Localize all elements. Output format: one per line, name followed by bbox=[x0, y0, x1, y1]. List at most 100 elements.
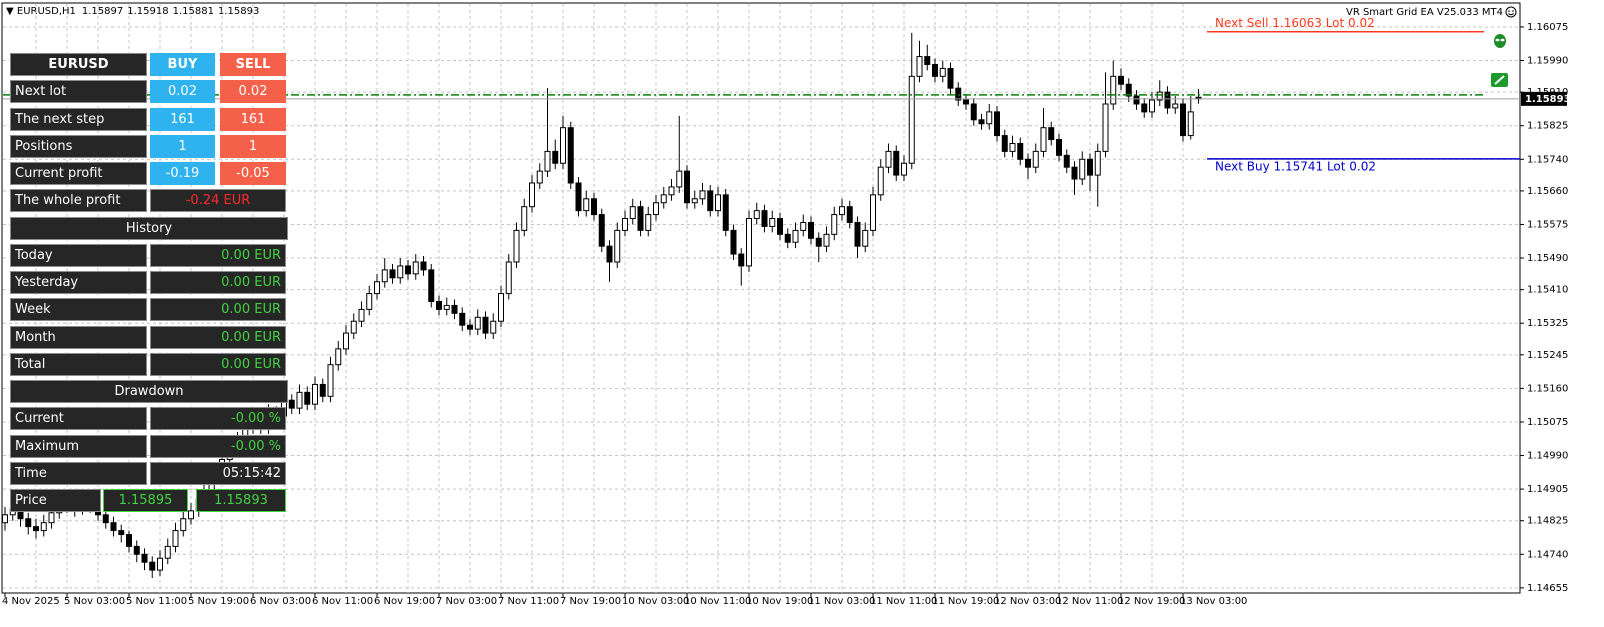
candle-body bbox=[777, 218, 783, 235]
candle-body bbox=[877, 166, 884, 196]
alien-icon[interactable] bbox=[1494, 34, 1506, 48]
x-tick-label: 13 Nov 03:00 bbox=[1180, 596, 1247, 607]
candle-body bbox=[815, 237, 822, 247]
candle-body bbox=[490, 320, 497, 334]
candle-body bbox=[474, 316, 481, 330]
candle-body bbox=[443, 304, 450, 310]
candle-body bbox=[1180, 103, 1186, 137]
price-box-label: 1.15893 bbox=[1525, 94, 1571, 105]
candle-body bbox=[319, 383, 326, 397]
candle-body bbox=[1118, 75, 1124, 85]
candle-body bbox=[560, 127, 566, 164]
x-tick-label: 5 Nov 11:00 bbox=[126, 596, 187, 607]
candle-body bbox=[141, 553, 148, 563]
sell-value: 161 bbox=[220, 108, 286, 131]
candle-body bbox=[1110, 75, 1117, 105]
candle-body bbox=[304, 391, 311, 405]
candle-body bbox=[978, 119, 985, 125]
dropdown-arrow[interactable]: ▼ bbox=[6, 6, 17, 17]
candle-body bbox=[327, 364, 334, 397]
leaf-icon[interactable] bbox=[1491, 73, 1508, 87]
candle-body bbox=[622, 218, 628, 231]
candle-body bbox=[1133, 95, 1140, 105]
candle-body bbox=[1079, 158, 1086, 180]
candle-body bbox=[459, 312, 466, 326]
candle-body bbox=[1102, 103, 1109, 152]
candle-body bbox=[133, 545, 140, 555]
candle-body bbox=[606, 245, 613, 263]
candle-body bbox=[591, 198, 597, 216]
history-value: 0.00 EUR bbox=[150, 353, 286, 376]
candle-body bbox=[808, 221, 814, 239]
y-tick-label: 1.14825 bbox=[1527, 516, 1568, 527]
candle-body bbox=[366, 293, 373, 310]
sell-value: -0.05 bbox=[220, 162, 286, 185]
candle-body bbox=[288, 399, 295, 409]
candle-body bbox=[823, 233, 830, 247]
candle-body bbox=[164, 545, 171, 559]
candle-body bbox=[48, 512, 55, 524]
buy-value: 1 bbox=[150, 135, 215, 158]
candle-body bbox=[963, 99, 969, 105]
x-tick-label: 6 Nov 19:00 bbox=[374, 596, 435, 607]
candle-body bbox=[691, 198, 698, 204]
candle-body bbox=[761, 210, 768, 227]
candle-body bbox=[157, 557, 163, 571]
candle-body bbox=[172, 530, 179, 547]
candle-body bbox=[707, 190, 714, 212]
candle-body bbox=[513, 229, 520, 263]
row-label: Month bbox=[10, 326, 147, 349]
row-label: Week bbox=[10, 298, 147, 321]
smiley-icon[interactable] bbox=[1505, 6, 1517, 18]
candle-body bbox=[567, 127, 574, 184]
price-value: 1.15893 bbox=[196, 489, 286, 512]
y-tick-label: 1.15160 bbox=[1527, 383, 1568, 394]
row-label: Next lot bbox=[10, 80, 147, 103]
candle-body bbox=[1164, 91, 1171, 109]
y-tick-label: 1.16075 bbox=[1527, 22, 1568, 33]
candle-body bbox=[792, 229, 799, 243]
candle-body bbox=[924, 56, 931, 65]
candle-body bbox=[529, 182, 535, 208]
candle-body bbox=[33, 526, 39, 532]
candle-body bbox=[885, 150, 892, 168]
candle-body bbox=[397, 265, 404, 279]
candle-body bbox=[358, 308, 365, 322]
candle-body bbox=[1172, 103, 1179, 109]
y-tick-label: 1.14740 bbox=[1527, 549, 1568, 560]
symbol: EURUSD,H1 bbox=[17, 6, 76, 17]
level-label: Next Sell 1.16063 Lot 0.02 bbox=[1215, 16, 1375, 30]
level-label: Next Buy 1.15741 Lot 0.02 bbox=[1215, 159, 1376, 173]
candle-body bbox=[629, 206, 636, 220]
price-value: 1.15895 bbox=[103, 489, 188, 512]
y-tick-label: 1.15410 bbox=[1527, 285, 1568, 296]
candle-body bbox=[1048, 127, 1055, 141]
row-label: Current profit bbox=[10, 162, 147, 185]
candle-body bbox=[870, 194, 876, 231]
candle-body bbox=[544, 150, 551, 172]
candle-body bbox=[149, 561, 156, 571]
candle-body bbox=[901, 162, 907, 176]
candle-body bbox=[312, 383, 318, 405]
candle-body bbox=[575, 182, 582, 212]
candle-body bbox=[40, 522, 47, 532]
candle-body bbox=[668, 186, 675, 196]
candle-body bbox=[1017, 142, 1024, 160]
candle-body bbox=[1009, 142, 1016, 152]
panel-symbol: EURUSD bbox=[10, 53, 147, 76]
candle-body bbox=[467, 324, 473, 330]
x-tick-label: 7 Nov 11:00 bbox=[498, 596, 559, 607]
row-label: Current bbox=[10, 407, 147, 430]
x-tick-label: 6 Nov 11:00 bbox=[312, 596, 373, 607]
y-tick-label: 1.15325 bbox=[1527, 318, 1568, 329]
y-tick-label: 1.15990 bbox=[1527, 56, 1568, 67]
candle-body bbox=[800, 221, 807, 231]
candle-body bbox=[846, 206, 853, 223]
candle-body bbox=[1141, 103, 1148, 113]
candle-body bbox=[947, 67, 954, 89]
x-tick-label: 5 Nov 03:00 bbox=[64, 596, 125, 607]
candle-body bbox=[645, 214, 652, 231]
candle-body bbox=[1025, 158, 1031, 168]
x-tick-label: 12 Nov 11:00 bbox=[1056, 596, 1123, 607]
x-tick-label: 12 Nov 19:00 bbox=[1118, 596, 1185, 607]
